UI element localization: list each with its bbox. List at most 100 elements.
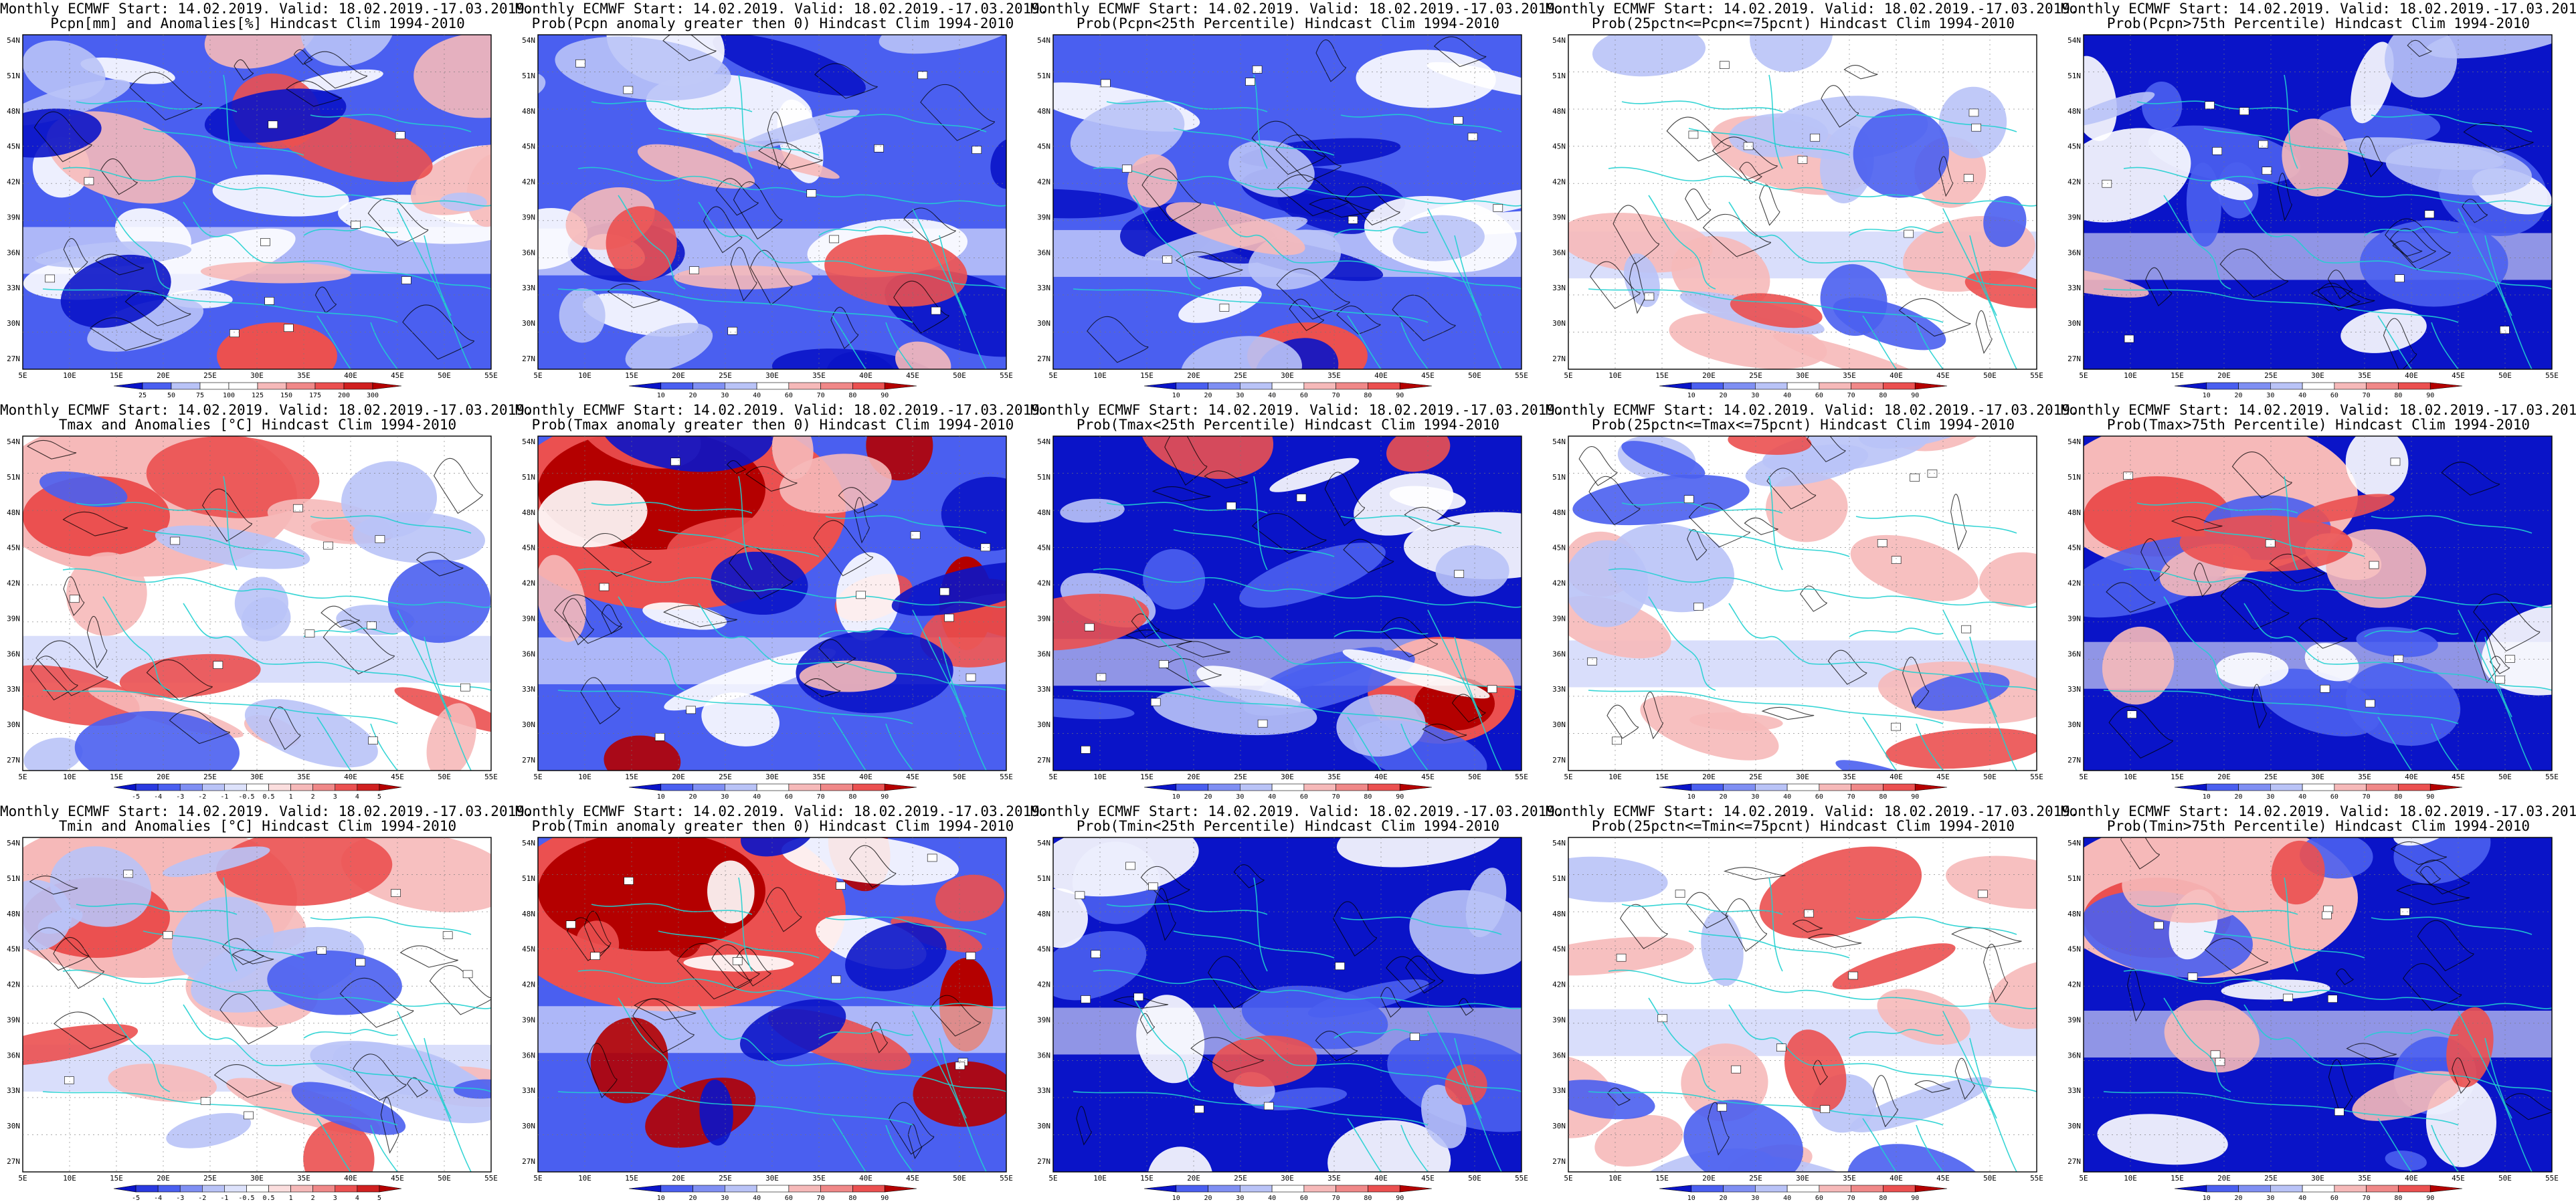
lon-label: 5E xyxy=(1048,371,1057,380)
lon-label: 50E xyxy=(2498,371,2512,380)
colorbar-tick-label: 200 xyxy=(338,392,350,399)
lon-label: 30E xyxy=(1281,1174,1294,1183)
lon-label: 55E xyxy=(1515,371,1528,380)
lon-label: 35E xyxy=(2358,1174,2371,1183)
lon-label: 15E xyxy=(2171,773,2184,781)
lat-label: 27N xyxy=(1037,756,1050,765)
colorbar-tick-label: 80 xyxy=(848,1195,856,1202)
lat-label: 39N xyxy=(1037,1015,1050,1024)
lon-label: 10E xyxy=(63,1174,76,1183)
lon-label: 20E xyxy=(1187,1174,1200,1183)
lat-label: 30N xyxy=(522,720,535,729)
panel-title-line2: Prob(Pcpn anomaly greater then 0) Hindca… xyxy=(531,15,1014,31)
lat-label: 39N xyxy=(7,1015,20,1024)
lat-label: 36N xyxy=(1037,649,1050,658)
lon-label: 10E xyxy=(1093,773,1107,781)
lon-label: 45E xyxy=(1421,371,1435,380)
colorbar-tick-label: 70 xyxy=(1332,1195,1340,1202)
colorbar-tick-label: 70 xyxy=(1332,392,1340,399)
colorbar-tick-label: 70 xyxy=(1847,1195,1855,1202)
lat-label: 54N xyxy=(522,839,535,847)
lat-label: 36N xyxy=(7,649,20,658)
lon-label: 15E xyxy=(110,1174,123,1183)
colorbar-tick-label: 60 xyxy=(1815,392,1823,399)
lat-label: 30N xyxy=(1037,319,1050,328)
colorbar-tick-label: 60 xyxy=(785,1195,793,1202)
colorbar-tick-label: 20 xyxy=(1204,392,1212,399)
lon-label: 40E xyxy=(2405,1174,2418,1183)
lat-label: 42N xyxy=(1552,981,1566,989)
panel-title-line1: Monthly ECMWF Start: 14.02.2019. Valid: … xyxy=(1030,803,1564,819)
map-panel-tmin-prob-low: 54N 51N 48N 45N 42N 39N 36N 33N 30N 27N 5E 10E 15E 20… xyxy=(1030,803,1564,1204)
lat-label: 30N xyxy=(1552,1122,1566,1130)
colorbar-tick-label: 70 xyxy=(1332,793,1340,801)
colorbar-tick-label: 30 xyxy=(721,1195,729,1202)
colorbar-tick-label: 20 xyxy=(1720,392,1728,399)
colorbar-tick-label: 30 xyxy=(1236,793,1244,801)
lat-label: 45N xyxy=(1037,945,1050,954)
lat-label: 51N xyxy=(1552,473,1566,482)
lon-label: 40E xyxy=(859,1174,872,1183)
lat-label: 36N xyxy=(7,1051,20,1060)
lon-label: 55E xyxy=(1515,773,1528,781)
lat-label: 39N xyxy=(1037,614,1050,623)
lon-label: 15E xyxy=(625,773,638,781)
lon-label: 10E xyxy=(63,773,76,781)
colorbar-tick-label: -2 xyxy=(198,1195,206,1202)
lat-label: 33N xyxy=(1037,1086,1050,1095)
lon-label: 10E xyxy=(1093,371,1107,380)
lat-label: 27N xyxy=(7,355,20,363)
colorbar-tick-label: 20 xyxy=(689,1195,697,1202)
lon-label: 30E xyxy=(765,371,779,380)
lon-label: 5E xyxy=(1048,773,1057,781)
map-field-tmax-prob-high: 54N 51N 48N 45N 42N 39N 36N 33N 30N 27N 5E 10E 15E 20… xyxy=(2067,435,2559,801)
lat-label: 36N xyxy=(1552,649,1566,658)
lon-label: 20E xyxy=(1702,1174,1716,1183)
colorbar-tick-label: 5 xyxy=(377,1195,381,1202)
lon-label: 45E xyxy=(906,371,919,380)
lon-label: 5E xyxy=(2079,371,2088,380)
lon-label: 55E xyxy=(1000,773,1013,781)
panel-title-line1: Monthly ECMWF Start: 14.02.2019. Valid: … xyxy=(2061,402,2576,418)
colorbar-tick-label: 10 xyxy=(657,392,665,399)
colorbar: 10 20 30 40 60 70 80 90 xyxy=(628,382,917,399)
lon-label: 5E xyxy=(533,371,542,380)
colorbar-tick-label: 40 xyxy=(1268,392,1276,399)
lat-label: 39N xyxy=(1552,614,1566,623)
lat-label: 42N xyxy=(1037,579,1050,588)
lat-label: 54N xyxy=(1037,839,1050,847)
colorbar-tick-label: 90 xyxy=(1911,793,1919,801)
colorbar-tick-label: 30 xyxy=(2266,1195,2274,1202)
lon-label: 35E xyxy=(1843,773,1856,781)
lon-label: 30E xyxy=(1796,773,1809,781)
colorbar-tick-label: -1 xyxy=(220,1195,228,1202)
colorbar-tick-label: 20 xyxy=(1204,1195,1212,1202)
map-field-tmin-prob-mid: 54N 51N 48N 45N 42N 39N 36N 33N 30N 27N 5E 10E 15E 20… xyxy=(1552,837,2043,1202)
lat-label: 54N xyxy=(1552,437,1566,446)
colorbar-tick-label: -2 xyxy=(198,793,206,801)
lat-label: 45N xyxy=(1552,544,1566,553)
lat-label: 45N xyxy=(1037,544,1050,553)
lat-label: 39N xyxy=(2067,213,2081,221)
lat-label: 42N xyxy=(1037,981,1050,989)
lon-label: 55E xyxy=(2545,1174,2559,1183)
lon-label: 25E xyxy=(203,1174,217,1183)
colorbar: 10 20 30 40 60 70 80 90 xyxy=(628,783,917,801)
colorbar-tick-label: 10 xyxy=(1172,793,1180,801)
lat-label: 51N xyxy=(1037,72,1050,80)
lon-label: 25E xyxy=(1749,773,1762,781)
lon-label: 25E xyxy=(203,371,217,380)
lat-label: 48N xyxy=(1552,107,1566,116)
colorbar-tick-label: 90 xyxy=(881,1195,889,1202)
colorbar: 10 20 30 40 60 70 80 90 xyxy=(1143,1185,1433,1202)
lon-label: 50E xyxy=(953,1174,966,1183)
lon-label: 50E xyxy=(438,1174,451,1183)
lon-label: 20E xyxy=(2217,773,2231,781)
lon-label: 15E xyxy=(1655,1174,1669,1183)
panel-title-line2: Prob(Pcpn>75th Percentile) Hindcast Clim… xyxy=(2106,15,2531,31)
lon-label: 45E xyxy=(1421,1174,1435,1183)
colorbar-tick-label: 30 xyxy=(721,392,729,399)
lon-label: 45E xyxy=(1936,1174,1950,1183)
map-panel-tmax-prob-high: 54N 51N 48N 45N 42N 39N 36N 33N 30N 27N 5E 10E 15E 20… xyxy=(2061,401,2576,803)
colorbar-tick-label: 20 xyxy=(2235,793,2243,801)
